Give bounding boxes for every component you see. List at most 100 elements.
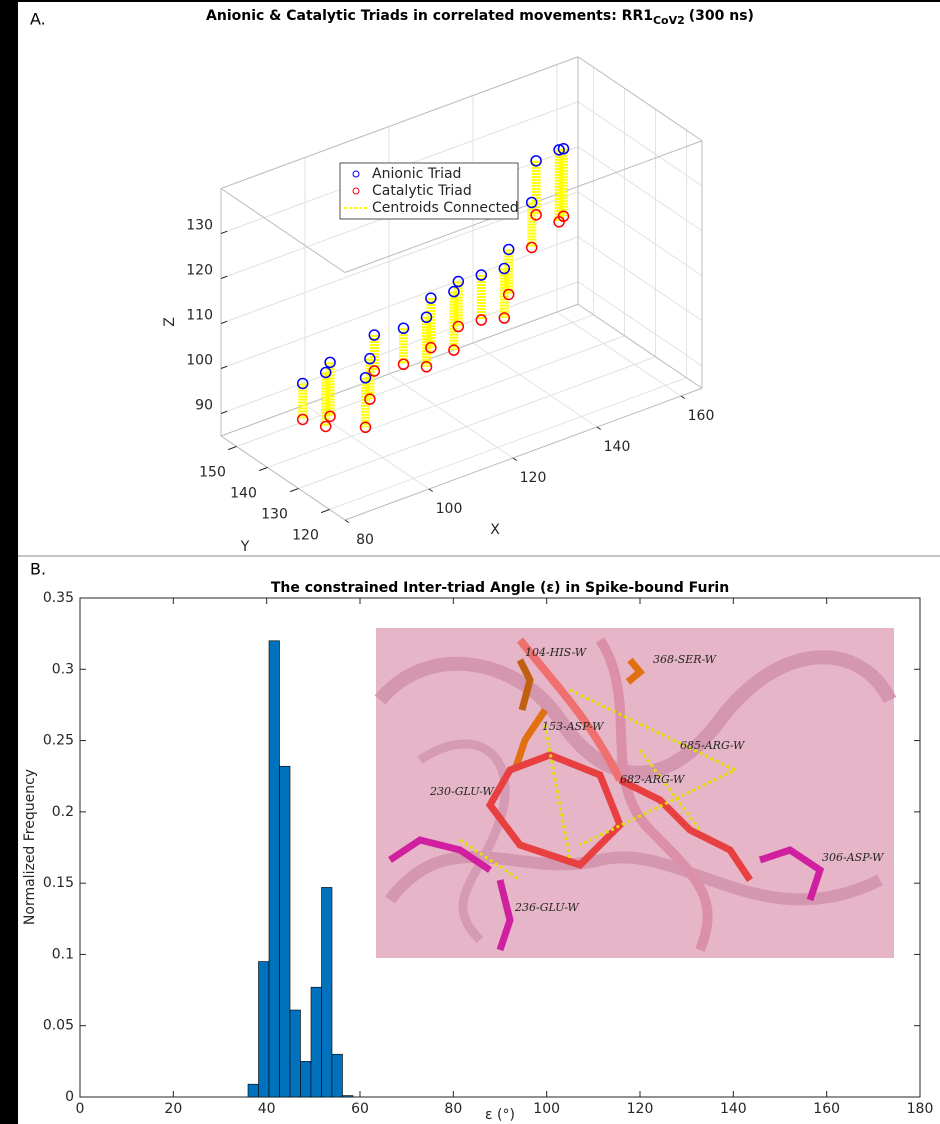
axis-box — [220, 435, 346, 521]
y-tick-label: 0.3 — [52, 661, 74, 677]
legend-swatch — [352, 187, 360, 195]
point — [397, 358, 410, 370]
point — [448, 285, 460, 298]
point — [324, 356, 336, 369]
title-subscript: CoV2 — [653, 14, 685, 27]
grid-line — [577, 236, 703, 322]
point — [397, 322, 410, 334]
point — [359, 372, 372, 384]
y-tick-label: 0.15 — [43, 875, 74, 891]
point — [452, 320, 465, 333]
axis-box — [344, 140, 703, 273]
point — [502, 243, 515, 256]
tick-mark — [428, 488, 434, 492]
plot-area — [79, 597, 921, 1098]
grid-line — [388, 373, 514, 459]
y-tick-label: 150 — [199, 465, 226, 481]
x-tick-label: 100 — [533, 1101, 560, 1117]
point — [324, 410, 336, 423]
y-tick-label: 130 — [261, 507, 288, 523]
axis-box — [220, 303, 579, 437]
z-axis-label: Z — [162, 317, 178, 327]
point — [425, 292, 437, 304]
tick-mark — [227, 446, 237, 451]
left-border — [0, 0, 18, 1124]
bar — [258, 961, 270, 1098]
point — [557, 210, 570, 222]
point — [452, 275, 465, 288]
y-axis-label: Y — [240, 539, 250, 555]
axis-box — [577, 56, 703, 142]
y-tick-label: 0.05 — [43, 1018, 74, 1034]
y-tick-label: 0.35 — [43, 590, 74, 606]
tick-mark — [344, 519, 350, 523]
structure-inset — [374, 628, 897, 958]
point — [368, 329, 381, 341]
point — [525, 241, 538, 254]
bar — [289, 1009, 301, 1098]
grid-line — [220, 236, 579, 369]
grid-line — [577, 281, 703, 367]
point — [530, 155, 542, 167]
ribbon — [374, 650, 897, 780]
bar — [300, 1061, 312, 1098]
title-suffix: (300 ns) — [689, 8, 754, 24]
x-tick-label: 0 — [76, 1101, 85, 1117]
tick-mark — [220, 410, 228, 414]
stick — [758, 846, 825, 902]
tick-mark — [289, 488, 299, 493]
point — [498, 262, 511, 275]
x-axis-label: X — [490, 522, 500, 538]
point — [498, 312, 511, 324]
tick-mark — [596, 426, 602, 430]
point — [319, 420, 332, 433]
panel-label: A. — [30, 10, 46, 29]
grid-line — [556, 311, 682, 397]
bar — [247, 1083, 259, 1098]
y-tick-label: 140 — [230, 486, 257, 502]
x-tick-label: 100 — [436, 501, 463, 517]
point — [425, 341, 437, 354]
contact-line — [459, 688, 739, 882]
x-tick-label: 160 — [688, 408, 715, 424]
stick — [625, 657, 645, 685]
z-tick-label: 120 — [186, 263, 213, 279]
y-axis-label: Normalized Frequency — [22, 769, 38, 925]
legend-box — [339, 162, 519, 220]
x-tick-label: 80 — [444, 1101, 462, 1117]
tick-mark — [220, 365, 228, 369]
bar — [321, 887, 333, 1098]
inset-label: 306-ASP-W — [822, 851, 885, 864]
inset-label: 236-GLU-W — [514, 901, 580, 914]
z-tick-label: 100 — [186, 353, 213, 369]
inset-label: 153-ASP-W — [542, 720, 605, 733]
inset-label: 685-ARG-W — [680, 739, 746, 752]
point — [448, 344, 460, 356]
point — [553, 144, 565, 156]
point — [319, 366, 332, 379]
grid-line — [577, 191, 703, 277]
x-tick-label: 160 — [813, 1101, 840, 1117]
legend-label: Centroids Connected — [372, 200, 519, 216]
point — [420, 311, 433, 323]
legend-label: Anionic Triad — [372, 166, 461, 182]
grid-line — [220, 191, 579, 324]
y-tick-label: 0 — [65, 1089, 74, 1105]
bar — [331, 1053, 343, 1098]
x-tick-label: 60 — [351, 1101, 369, 1117]
x-tick-label: 140 — [604, 439, 631, 455]
point — [364, 393, 376, 405]
grid-line — [236, 314, 594, 447]
tick-mark — [220, 275, 228, 279]
x-tick-label: 120 — [627, 1101, 654, 1117]
tick-mark — [220, 230, 228, 234]
axis-box — [220, 188, 346, 273]
ribbon — [595, 637, 713, 952]
bar — [279, 765, 291, 1098]
grid-line — [329, 377, 687, 510]
point — [525, 196, 538, 209]
grid-line — [577, 101, 703, 187]
bar — [268, 640, 280, 1098]
tick-mark — [512, 457, 518, 461]
